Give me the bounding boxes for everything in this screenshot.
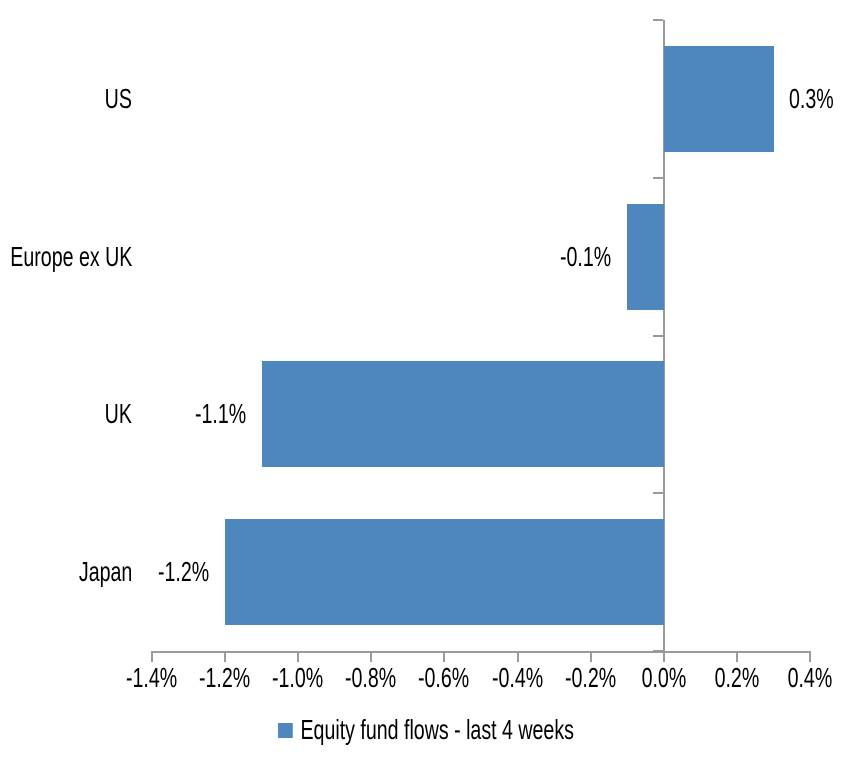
category-axis-tick (653, 492, 663, 494)
x-axis-tick-label-text: -0.6% (418, 662, 470, 693)
bar-europe-ex-uk (627, 204, 664, 310)
value-label-uk: -1.1% (26, 400, 246, 428)
x-axis-tick-label: -1.4% (79, 664, 225, 692)
x-axis-tick (736, 651, 738, 662)
value-label-us-text: 0.3% (789, 83, 834, 114)
x-axis-tick-label-text: -1.4% (126, 662, 178, 693)
category-axis-tick (653, 335, 663, 337)
category-label-uk: UK (0, 400, 132, 428)
x-axis-tick-label-text: -0.2% (565, 662, 617, 693)
bar-japan (225, 519, 664, 625)
category-label-us-text: US (104, 83, 132, 114)
x-axis-tick-label: -1.0% (225, 664, 371, 692)
category-axis-tick (653, 177, 663, 179)
x-axis-tick (224, 651, 226, 662)
category-label-europe-ex-uk-text: Europe ex UK (9, 241, 132, 272)
x-axis-tick-label-text: 0.4% (787, 662, 833, 693)
value-label-uk-text: -1.1% (194, 398, 246, 429)
category-label-europe-ex-uk: Europe ex UK (0, 243, 132, 271)
bar-uk (262, 361, 664, 467)
category-label-uk-text: UK (104, 398, 132, 429)
x-axis-tick (443, 651, 445, 662)
x-axis-tick-label-text: -1.0% (272, 662, 324, 693)
x-axis-line (151, 651, 811, 653)
bar-us (664, 46, 774, 152)
value-label-europe-ex-uk-text: -0.1% (559, 241, 611, 272)
x-axis-tick-label: 0.2% (664, 664, 810, 692)
legend: Equity fund flows - last 4 weeks (278, 716, 574, 744)
x-axis-tick-label-text: -0.8% (345, 662, 397, 693)
value-label-japan: -1.2% (0, 558, 209, 586)
value-label-japan-text: -1.2% (157, 556, 209, 587)
x-axis-tick-label: -0.6% (371, 664, 517, 692)
category-axis-tick (653, 19, 663, 21)
x-axis-tick-label: -1.2% (152, 664, 298, 692)
x-axis-tick-label: 0.0% (591, 664, 737, 692)
category-label-us: US (0, 85, 132, 113)
category-axis-tick (653, 650, 663, 652)
x-axis-tick-label: 0.4% (737, 664, 852, 692)
category-axis-line (663, 20, 665, 653)
legend-label: Equity fund flows - last 4 weeks (300, 714, 574, 745)
x-axis-tick (517, 651, 519, 662)
category-label-japan-text: Japan (78, 556, 132, 587)
x-axis-tick-label: -0.8% (298, 664, 444, 692)
x-axis-tick (151, 651, 153, 662)
x-axis-tick-label-text: 0.0% (641, 662, 687, 693)
x-axis-tick (590, 651, 592, 662)
x-axis-tick-label: -0.4% (445, 664, 591, 692)
x-axis-tick-label: -0.2% (518, 664, 664, 692)
x-axis-tick-label-text: -0.4% (492, 662, 544, 693)
x-axis-tick (297, 651, 299, 662)
value-label-europe-ex-uk: -0.1% (391, 243, 611, 271)
x-axis-tick (663, 651, 665, 662)
legend-color-swatch (278, 722, 293, 738)
category-label-japan: Japan (0, 558, 132, 586)
x-axis-tick-label-text: 0.2% (714, 662, 760, 693)
value-label-us: 0.3% (789, 85, 852, 113)
x-axis-tick (370, 651, 372, 662)
x-axis-tick-label-text: -1.2% (199, 662, 251, 693)
x-axis-tick (809, 651, 811, 662)
